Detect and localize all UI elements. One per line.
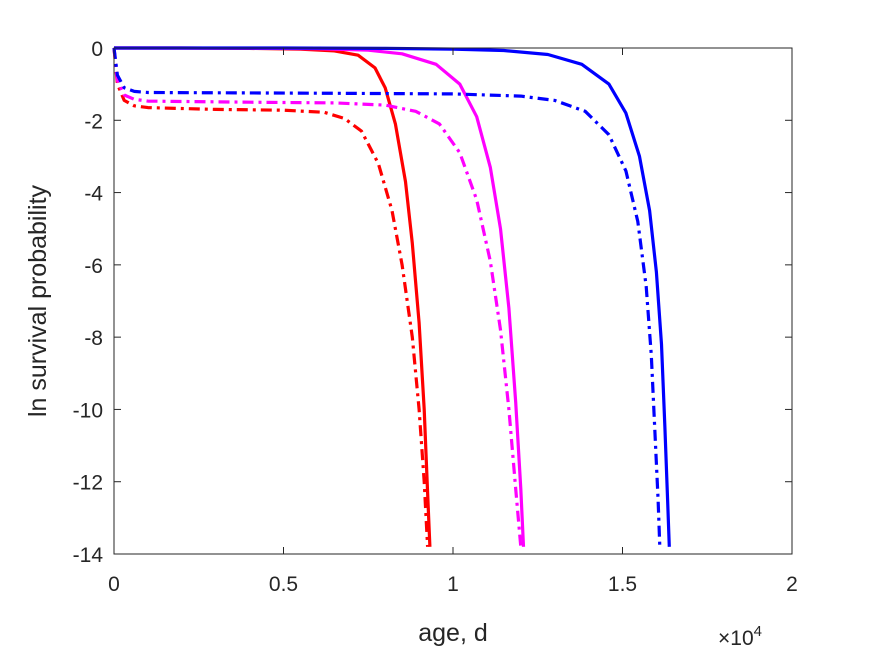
x-tick-label: 0: [108, 573, 120, 596]
series-line-5: [114, 46, 671, 547]
y-tick-label: -14: [73, 544, 104, 567]
x-tick-label: 2: [786, 573, 798, 596]
series-line-2: [112, 47, 430, 547]
x-tick-label: 1: [447, 573, 459, 596]
y-tick-label: -12: [73, 472, 103, 495]
y-tick-label: -2: [84, 110, 103, 133]
x-axis-title: age, d: [418, 619, 488, 647]
x-tick-label: 1.5: [608, 573, 637, 596]
x-axis-exponent: ×104: [718, 623, 762, 650]
y-tick-label: -8: [84, 327, 103, 350]
y-tick-label: -10: [73, 399, 103, 422]
x-axis-ticks: 0 0.5 1 1.5 2: [108, 48, 798, 596]
y-tick-label: -6: [84, 255, 103, 278]
series-line-4: [112, 47, 523, 547]
y-tick-label: 0: [91, 38, 103, 61]
y-axis-title: ln survival probability: [24, 184, 52, 417]
y-axis-ticks: 0 -2 -4 -6 -8 -10 -12 -14: [73, 38, 792, 567]
x-axis-exponent-power: 4: [754, 623, 762, 640]
x-axis-exponent-base: ×10: [718, 627, 754, 650]
plot-lines: [112, 46, 671, 547]
series-line-6: [112, 47, 662, 547]
y-tick-label: -4: [84, 183, 103, 206]
x-tick-label: 0.5: [269, 573, 298, 596]
